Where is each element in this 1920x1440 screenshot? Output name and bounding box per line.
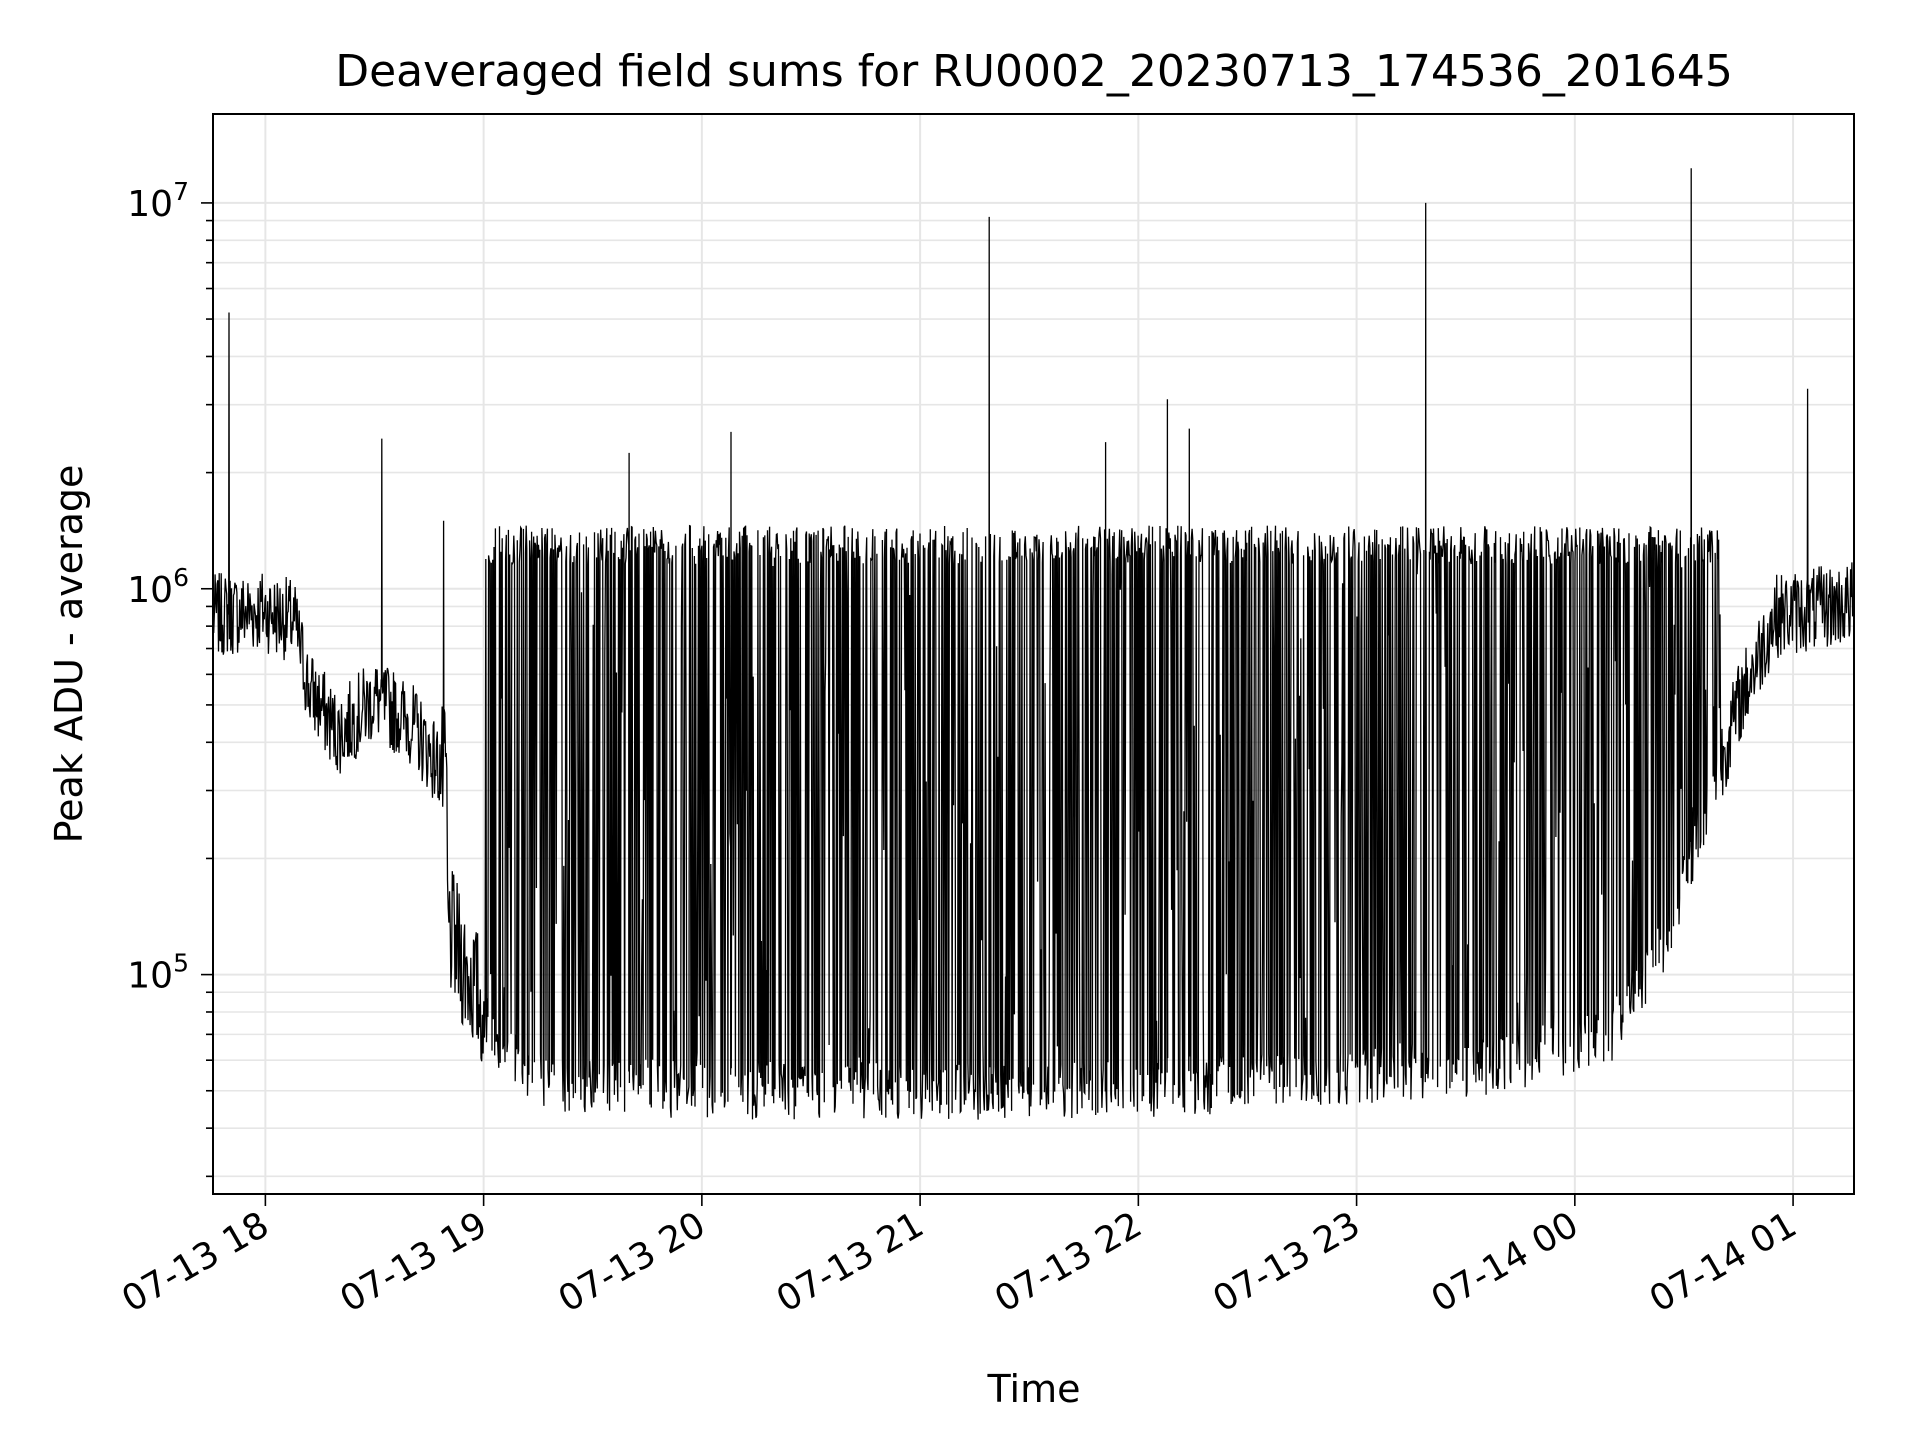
series-path bbox=[212, 168, 1855, 1120]
y-axis: 105 106 107 bbox=[127, 177, 213, 1178]
y-axis-label: Peak ADU - average bbox=[47, 465, 91, 844]
series-line bbox=[212, 168, 1855, 1120]
y-tick-label: 105 bbox=[127, 949, 189, 997]
y-tick-label: 107 bbox=[127, 177, 189, 225]
y-tick-label: 106 bbox=[127, 563, 189, 611]
x-axis-label: Time bbox=[987, 1367, 1081, 1411]
chart-title: Deaveraged field sums for RU0002_2023071… bbox=[335, 46, 1733, 97]
plot-frame bbox=[212, 113, 1855, 1195]
